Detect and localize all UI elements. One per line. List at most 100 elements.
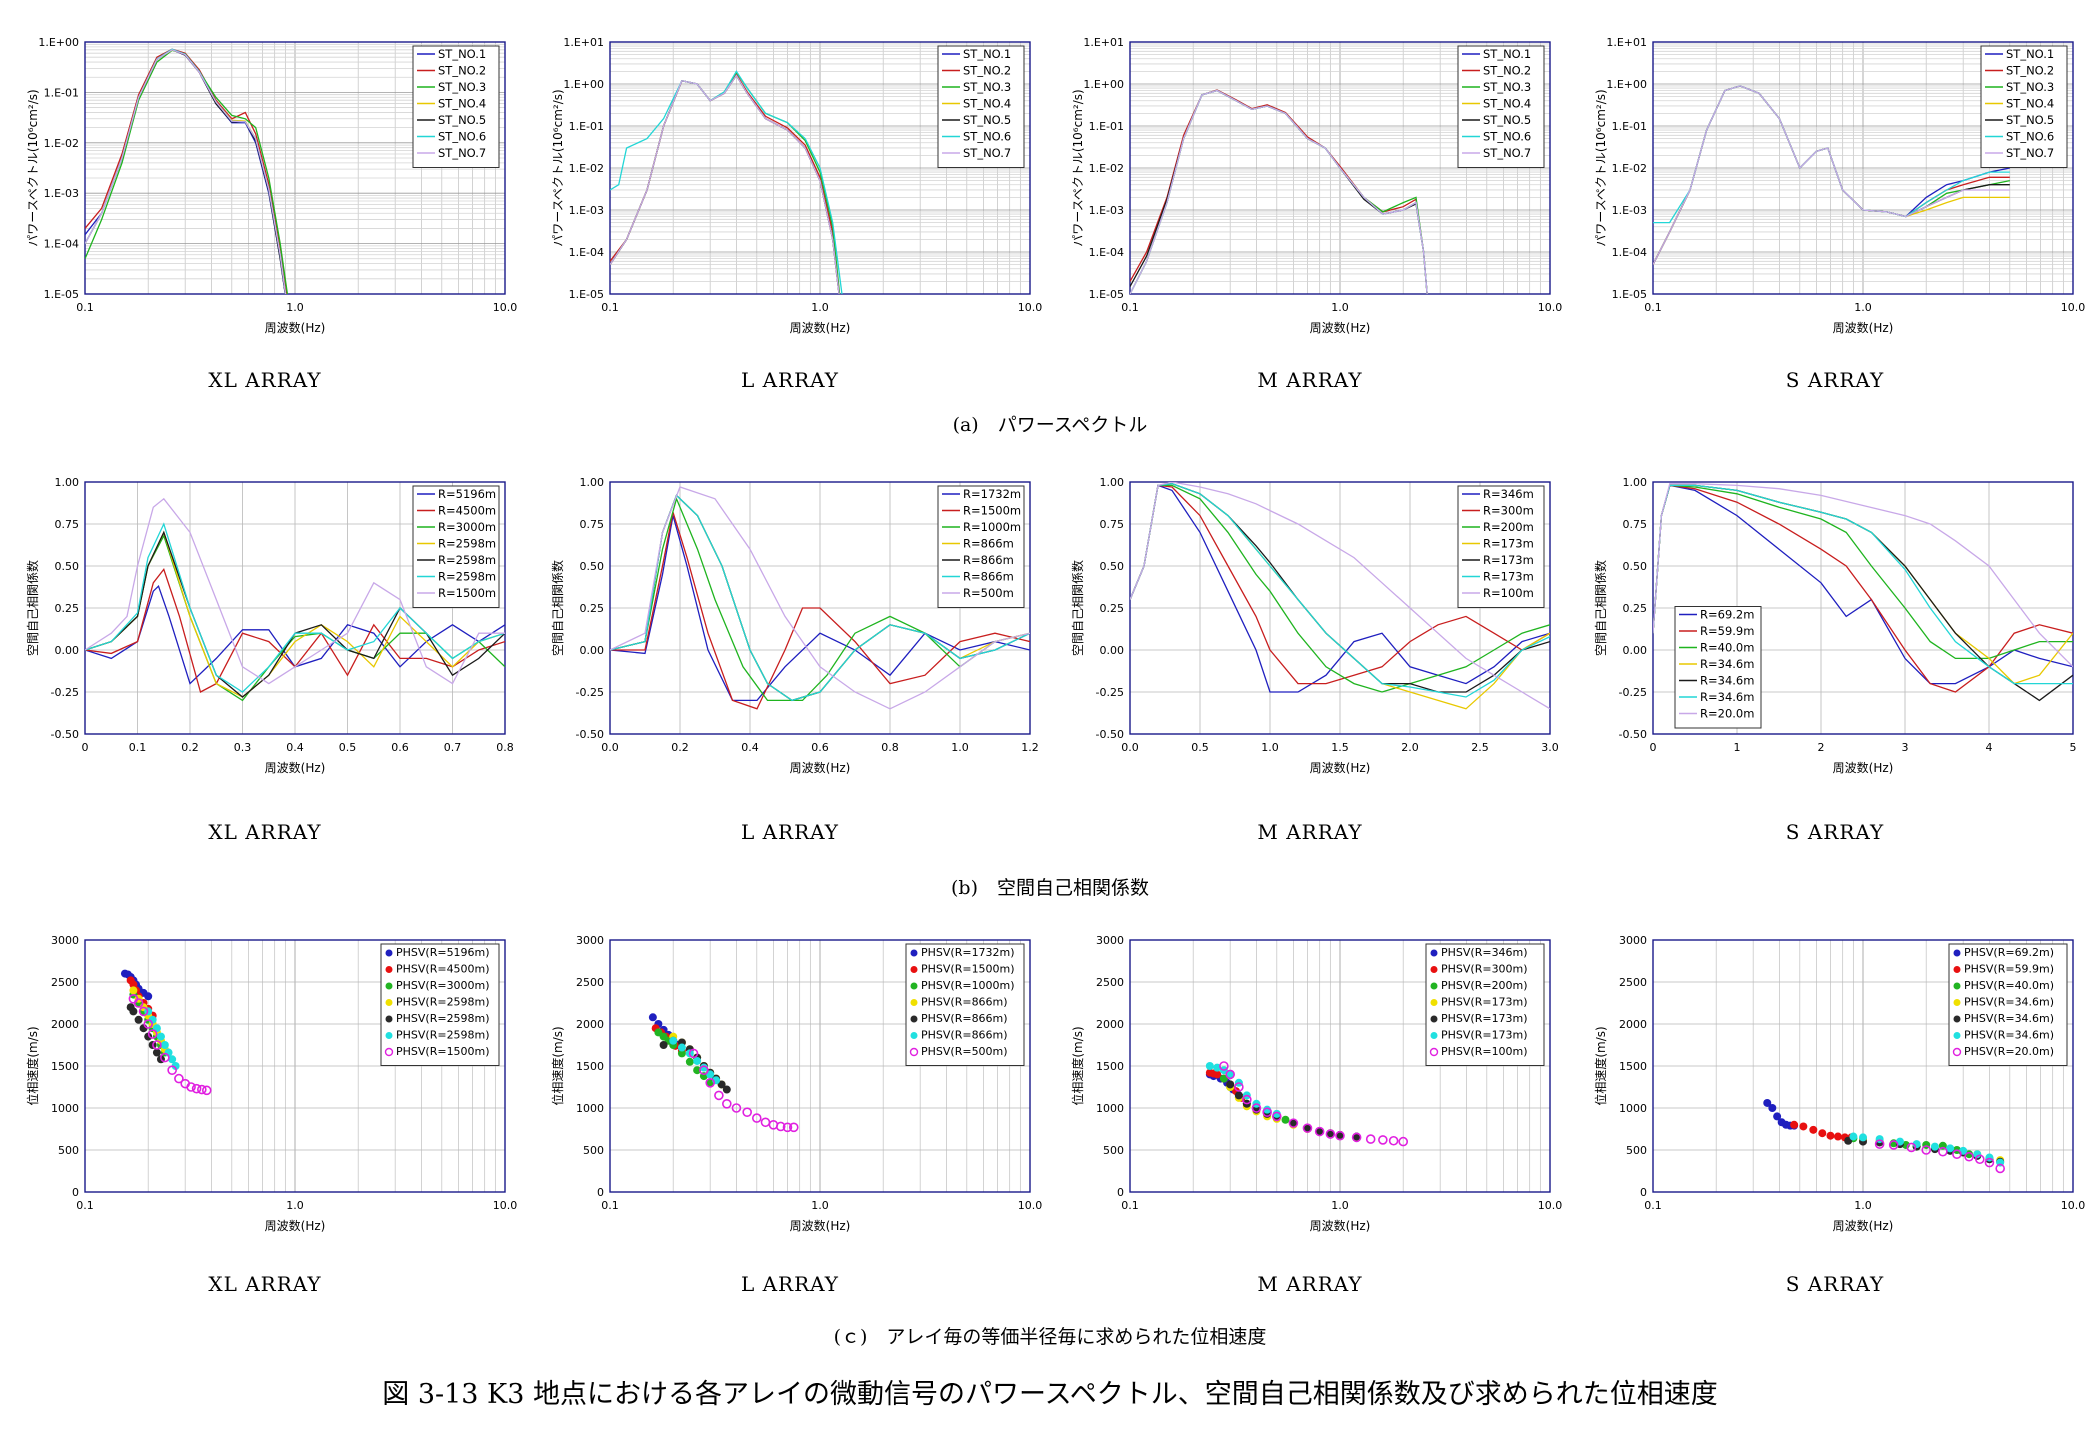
data-point xyxy=(1234,1091,1243,1100)
legend-box xyxy=(1948,943,2068,1066)
x-tick-label: 1 xyxy=(1734,741,1741,754)
legend-label: R=34.6m xyxy=(1700,657,1754,671)
y-tick-label: 0 xyxy=(1117,1186,1124,1199)
legend-label: R=866m xyxy=(963,537,1014,551)
legend-label: R=3000m xyxy=(438,520,496,534)
legend-label: R=59.9m xyxy=(1700,624,1754,638)
array-label-xl-b: XL ARRAY xyxy=(208,820,322,844)
y-tick-label: -0.50 xyxy=(51,728,79,741)
legend-label: PHSV(R=866m) xyxy=(921,996,1008,1009)
y-tick-label: 1.E-04 xyxy=(1089,246,1124,259)
x-axis-title: 周波数(Hz) xyxy=(265,760,326,775)
x-axis-title: 周波数(Hz) xyxy=(1310,760,1371,775)
series-line-3 xyxy=(1653,484,2073,660)
x-axis-title: 周波数(Hz) xyxy=(1310,1218,1371,1233)
y-tick-label: 2500 xyxy=(576,976,604,989)
x-tick-label: 1.0 xyxy=(811,1199,829,1212)
x-tick-label: 0.6 xyxy=(391,741,409,754)
series-line-5 xyxy=(85,48,286,294)
y-tick-label: 1.00 xyxy=(1100,476,1125,489)
y-tick-label: 2500 xyxy=(51,976,79,989)
legend-label: ST_NO.2 xyxy=(438,64,486,78)
y-tick-label: -0.50 xyxy=(576,728,604,741)
y-tick-label: 1.00 xyxy=(580,476,605,489)
data-point xyxy=(714,1090,724,1101)
series-line-3 xyxy=(85,49,289,294)
legend-label: R=4500m xyxy=(438,504,496,518)
legend-label: PHSV(R=173m) xyxy=(1441,996,1528,1009)
data-point xyxy=(722,1085,731,1094)
x-tick-label: 10.0 xyxy=(493,301,518,314)
legend-box xyxy=(412,485,500,608)
series-group xyxy=(85,48,289,294)
x-tick-label: 0.1 xyxy=(1121,301,1139,314)
data-point xyxy=(144,992,153,1001)
series-group xyxy=(1763,1098,2005,1174)
series-line-7 xyxy=(610,486,1030,710)
data-point xyxy=(1271,1111,1282,1122)
y-tick-label: 0.25 xyxy=(55,602,80,615)
y-tick-label: -0.25 xyxy=(51,686,79,699)
chart-svg: 0.1 1.0 10.0 1.E-05 1.E-04 1.E-03 1.E-02 1.E-01… xyxy=(1594,36,2085,335)
data-point xyxy=(201,1085,212,1096)
series-line-6 xyxy=(1653,484,2073,685)
y-tick-label: 0.50 xyxy=(1100,560,1125,573)
data-point xyxy=(160,1052,170,1063)
legend-label: R=200m xyxy=(1483,520,1534,534)
x-axis-title: 周波数(Hz) xyxy=(1310,320,1371,335)
data-point xyxy=(133,998,144,1008)
legend-marker xyxy=(385,982,393,990)
legend-label: ST_NO.5 xyxy=(963,113,1011,127)
x-tick-label: 0.1 xyxy=(601,1199,619,1212)
y-tick-label: 0.00 xyxy=(1623,644,1648,657)
legend-marker xyxy=(1952,1047,1962,1057)
data-point xyxy=(1335,1130,1345,1141)
legend-marker xyxy=(1430,1032,1438,1039)
data-point xyxy=(1809,1125,1818,1134)
x-tick-label: 2.0 xyxy=(1401,741,1419,754)
y-tick-label: -0.25 xyxy=(576,686,604,699)
caption-c: (ｃ) アレイ毎の等価半径毎に求められた位相速度 xyxy=(833,1326,1267,1348)
series-line-3 xyxy=(610,496,1030,702)
x-tick-label: 0.2 xyxy=(671,741,689,754)
data-point xyxy=(782,1122,793,1133)
data-point xyxy=(1975,1154,1985,1165)
y-axis-title: 位相速度(m/s) xyxy=(550,1026,565,1105)
legend-label: ST_NO.5 xyxy=(1483,113,1531,127)
legend-marker xyxy=(910,966,918,973)
legend-label: R=173m xyxy=(1483,553,1534,567)
data-point xyxy=(168,1055,177,1064)
data-point xyxy=(1790,1120,1799,1129)
legend-label: PHSV(R=34.6m) xyxy=(1964,1012,2054,1025)
array-label-s-c: S ARRAY xyxy=(1785,1272,1885,1296)
x-tick-label: 0.1 xyxy=(1644,1199,1662,1212)
legend-label: ST_NO.2 xyxy=(1483,64,1531,78)
legend-label: ST_NO.6 xyxy=(963,130,1011,144)
legend-label: PHSV(R=2598m) xyxy=(396,996,490,1009)
legend-label: ST_NO.6 xyxy=(2006,130,2054,144)
data-point xyxy=(1234,1082,1244,1092)
plot-frame xyxy=(1129,939,1551,1193)
plot-frame xyxy=(609,939,1031,1193)
data-point xyxy=(1302,1123,1313,1133)
data-point xyxy=(1262,1107,1272,1117)
legend: ST_NO.1 ST_NO.2 ST_NO.3 ST_NO.4 ST_NO.5 ST_NO… xyxy=(1980,45,2068,168)
x-tick-label: 10.0 xyxy=(2061,1199,2086,1212)
y-tick-label: 1.E-01 xyxy=(44,86,79,99)
legend-label: PHSV(R=34.6m) xyxy=(1964,1029,2054,1042)
chart-b-s: 0 1 2 3 4 5 -0.50 -0.25 0.00 0.25 0.50 0.75 1.00 周波数(… xyxy=(1578,470,2077,790)
legend-label: R=1732m xyxy=(963,487,1021,501)
series-line-7 xyxy=(1130,482,1550,710)
x-tick-label: 0.1 xyxy=(601,301,619,314)
y-tick-label: 1.E+01 xyxy=(1606,36,1647,49)
y-tick-label: 0.00 xyxy=(580,644,605,657)
chart-svg: 0.0 0.2 0.4 0.6 0.8 1.0 1.2 -0.50 -0.25 0.00 0.25 0… xyxy=(550,476,1039,775)
chart-b-xl: 0 0.1 0.2 0.3 0.4 0.5 0.6 0.7 0.8 -0.50 -0.25 0.00 0… xyxy=(10,470,514,790)
data-point xyxy=(1964,1151,1974,1162)
legend-label: ST_NO.7 xyxy=(438,146,486,160)
y-tick-label: 2000 xyxy=(1096,1018,1124,1031)
legend-label: ST_NO.3 xyxy=(963,80,1011,94)
series-line-3 xyxy=(610,71,841,294)
x-tick-label: 2.5 xyxy=(1471,741,1489,754)
legend: ST_NO.1 ST_NO.2 ST_NO.3 ST_NO.4 ST_NO.5 ST_NO… xyxy=(412,45,500,168)
